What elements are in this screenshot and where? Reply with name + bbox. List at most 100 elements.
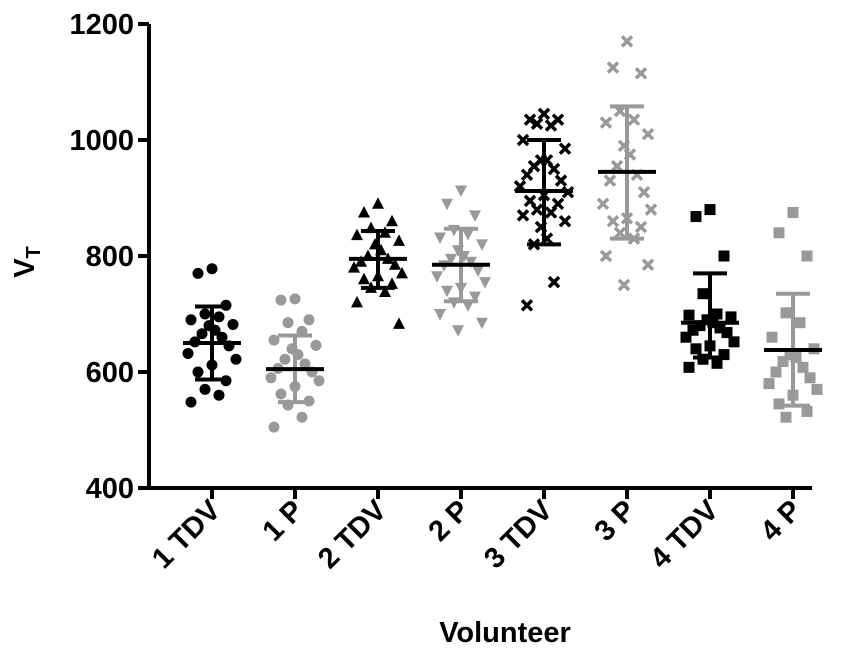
data-point (196, 328, 208, 340)
data-point (725, 311, 737, 323)
data-point (714, 322, 726, 334)
data-point (530, 203, 544, 216)
data-point (797, 361, 809, 373)
data-point (452, 325, 464, 337)
data-point (372, 197, 384, 209)
data-point (780, 307, 792, 319)
data-point (303, 314, 315, 326)
data-point (355, 255, 367, 267)
data-point (192, 366, 204, 378)
data-point (469, 291, 481, 304)
data-point (627, 113, 641, 126)
y-axis-title-main: V (9, 258, 41, 278)
data-point (544, 119, 558, 132)
data-point (637, 185, 651, 199)
data-point (711, 308, 723, 320)
data-point (718, 349, 730, 361)
y-axis-ticks: 400 600 800 1000 1200 (69, 9, 149, 505)
data-point (773, 227, 785, 239)
data-point (690, 211, 702, 223)
data-point (441, 198, 453, 211)
data-point (697, 288, 709, 300)
x-tick-label: 2 TDV (312, 494, 393, 575)
data-point (434, 309, 446, 321)
data-point (701, 314, 713, 326)
data-point (393, 317, 405, 329)
data-point (199, 383, 211, 395)
y-tick-label: 600 (86, 357, 134, 389)
data-point (216, 331, 228, 343)
data-point (351, 228, 363, 241)
data-point (537, 107, 551, 121)
data-point (683, 309, 695, 321)
y-tick-label: 1200 (69, 9, 134, 41)
data-point (431, 271, 443, 283)
data-point (520, 299, 534, 312)
data-point (393, 234, 405, 246)
data-point (801, 250, 813, 262)
data-point (206, 263, 218, 275)
data-point (780, 411, 792, 423)
data-point (784, 349, 796, 361)
data-point (275, 294, 287, 306)
data-point (476, 239, 488, 251)
data-point (275, 388, 287, 400)
data-point (599, 116, 613, 129)
data-point (199, 308, 211, 320)
data-point (599, 249, 613, 263)
data-point (558, 214, 572, 228)
data-point (268, 334, 280, 346)
data-point (358, 272, 370, 285)
data-point (711, 357, 723, 369)
data-point (794, 317, 806, 329)
data-point (558, 142, 572, 155)
data-point (185, 314, 197, 326)
y-tick-label: 400 (86, 473, 134, 505)
data-point (787, 207, 799, 218)
data-point (718, 250, 730, 262)
data-point (530, 117, 544, 130)
data-point (348, 261, 360, 273)
data-point (469, 210, 481, 222)
data-point (279, 353, 291, 365)
data-point (520, 168, 534, 182)
data-point (313, 375, 325, 387)
data-point (804, 372, 816, 384)
data-point (728, 336, 740, 348)
data-point (445, 253, 457, 266)
data-point (683, 361, 695, 373)
data-point (641, 258, 655, 271)
data-point (634, 67, 648, 80)
data-point (613, 226, 627, 240)
data-point (265, 372, 277, 384)
data-point (310, 339, 322, 351)
data-point (465, 256, 477, 269)
data-point (606, 61, 620, 74)
data-point (289, 293, 301, 305)
data-point (777, 356, 789, 368)
data-point (766, 331, 778, 343)
data-point (351, 295, 363, 308)
data-point (192, 267, 204, 279)
data-point (396, 266, 408, 279)
data-point (389, 258, 401, 270)
data-point (516, 209, 530, 222)
data-point (680, 331, 692, 343)
data-point (763, 378, 775, 390)
data-point (434, 232, 446, 244)
y-tick-label: 1000 (69, 125, 134, 157)
data-point (213, 389, 225, 401)
data-point (479, 277, 491, 289)
data-point (379, 285, 391, 297)
data-point (704, 204, 716, 216)
data-point (641, 127, 655, 141)
data-point (770, 366, 782, 378)
data-point (721, 327, 733, 339)
data-point (185, 396, 197, 408)
data-point (182, 347, 194, 359)
data-point (620, 35, 634, 48)
data-point (690, 343, 702, 355)
data-point (441, 285, 453, 298)
data-point (634, 220, 648, 234)
